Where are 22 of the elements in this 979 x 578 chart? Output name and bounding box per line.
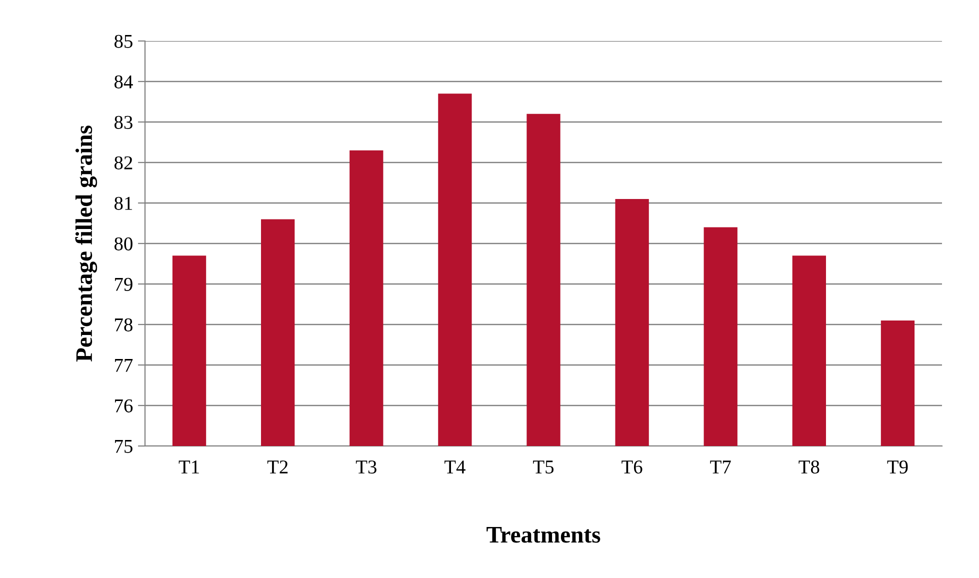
y-tick-label: 81 (114, 196, 132, 210)
x-tick-label: T1 (178, 460, 199, 474)
x-axis-title: Treatments (486, 527, 600, 543)
y-tick-label: 79 (115, 278, 132, 291)
x-tick-label: T8 (798, 460, 820, 474)
y-tick-label: 85 (114, 34, 132, 48)
x-tick-label: T2 (267, 460, 288, 474)
y-tick-label: 80 (114, 237, 132, 250)
y-tick-label: 83 (114, 116, 132, 129)
y-tick-label: 76 (115, 399, 133, 412)
x-tick-label: T7 (710, 460, 731, 474)
y-tick-label: 84 (114, 75, 133, 88)
x-tick-label: T6 (622, 460, 642, 474)
x-tick-label: T3 (356, 460, 376, 474)
y-tick-label: 75 (115, 440, 132, 453)
y-tick-label: 82 (114, 156, 132, 170)
y-tick-label: 77 (115, 359, 133, 372)
x-tick-label: T4 (444, 460, 466, 474)
x-tick-label: T5 (533, 460, 554, 474)
y-tick-label: 78 (115, 318, 132, 332)
y-axis-title: Percentage filled grains (75, 126, 98, 362)
x-tick-label: T9 (887, 460, 908, 474)
